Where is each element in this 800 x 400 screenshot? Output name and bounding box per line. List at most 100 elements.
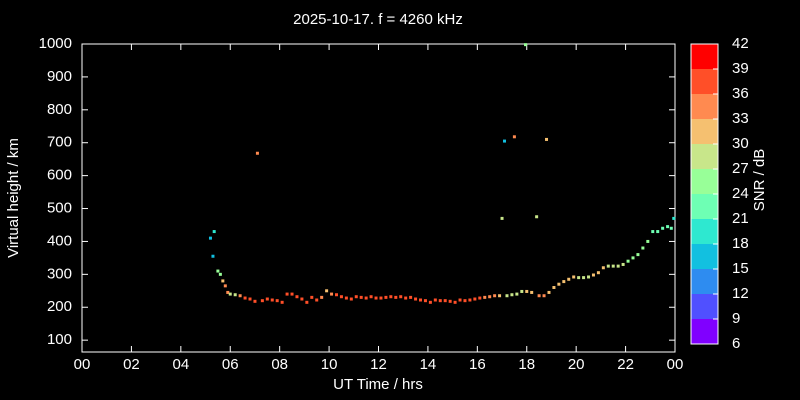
point [512,135,516,139]
point [238,294,242,298]
y-tick-label: 100 [47,331,72,348]
point [631,256,635,260]
point [641,246,645,250]
point [621,262,625,266]
colorbar-tick-label: 36 [732,85,749,102]
point [212,230,216,234]
point [458,298,462,302]
point [672,216,676,220]
point [211,254,215,258]
point [525,289,529,293]
x-tick-label: 10 [321,356,338,373]
x-tick-label: 02 [123,356,140,373]
point [557,282,561,286]
point [478,296,482,300]
point [384,295,388,299]
point [320,295,324,299]
colorbar-tick-label: 6 [732,335,740,352]
point [498,294,502,298]
point [325,289,329,293]
colorbar-tick-label: 24 [732,185,749,202]
colorbar-tick-label: 21 [732,210,749,227]
x-tick-label: 00 [74,356,91,373]
point [223,284,227,288]
colorbar-block [691,169,718,194]
point [567,277,571,281]
point [221,279,225,283]
point [419,298,423,302]
x-tick-label: 14 [420,356,437,373]
point [428,300,432,304]
y-tick-label: 400 [47,232,72,249]
point [606,264,610,268]
colorbar-block [691,269,718,294]
point [537,294,541,298]
y-tick-label: 900 [47,68,72,85]
x-tick-label: 22 [617,356,634,373]
colorbar-tick-label: 33 [732,110,749,127]
point [334,293,338,297]
point [591,273,595,277]
x-tick-label: 04 [172,356,189,373]
point [448,299,452,303]
colorbar-block [691,119,718,144]
point [500,216,504,220]
point [369,295,373,299]
colorbar-block [691,244,718,269]
point [233,293,237,297]
point [260,299,264,303]
y-tick-label: 700 [47,134,72,151]
y-axis-label: Virtual height / km [5,138,22,258]
x-tick-label: 20 [568,356,585,373]
point [305,300,309,304]
point [547,290,551,294]
point [473,297,477,301]
point [270,298,274,302]
point [453,300,457,304]
point [243,296,247,300]
point [414,297,418,301]
point [616,264,620,268]
point [228,292,232,296]
colorbar-tick-label: 30 [732,135,749,152]
point [280,300,284,304]
point [488,295,492,299]
point [208,236,212,240]
colorbar-tick-label: 15 [732,260,749,277]
point [626,259,630,263]
point [582,276,586,280]
point [438,299,442,303]
point [483,295,487,299]
point [374,296,378,300]
colorbar-tick-label: 12 [732,285,749,302]
colorbar-tick-label: 27 [732,160,749,177]
x-tick-label: 12 [370,356,387,373]
colorbar-block [691,319,718,344]
y-tick-label: 300 [47,265,72,282]
point [443,299,447,303]
point [515,292,519,296]
point [295,295,299,299]
point [552,286,556,290]
point [577,276,581,280]
y-tick-label: 600 [47,167,72,184]
point [300,297,304,301]
chart-title: 2025-10-17. f = 4260 kHz [293,11,463,28]
point [339,295,343,299]
point [359,295,363,299]
point [651,230,655,234]
point [404,296,408,300]
point [364,296,368,300]
point [562,280,566,284]
point [255,151,259,155]
point [463,299,467,303]
colorbar-block [691,194,718,219]
y-tick-label: 200 [47,298,72,315]
point [535,215,539,219]
point [253,299,257,303]
y-tick-label: 800 [47,101,72,118]
point [315,298,319,302]
point [520,289,524,293]
colorbar-tick-label: 42 [732,35,749,52]
